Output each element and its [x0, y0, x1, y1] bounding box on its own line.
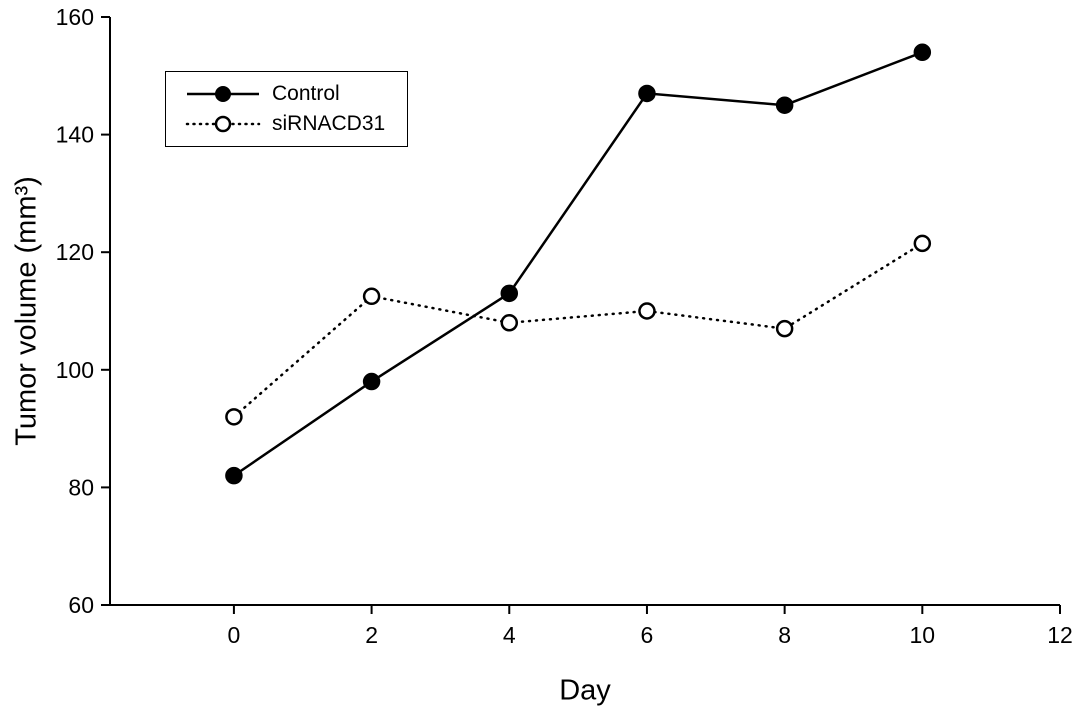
x-tick-label: 8 [778, 622, 791, 648]
x-axis-title: Day [559, 674, 611, 707]
x-tick-label: 2 [365, 622, 378, 648]
legend-label-control: Control [272, 82, 340, 105]
data-point-marker-control [775, 96, 794, 114]
x-tick-label: 6 [641, 622, 654, 648]
legend-item-control: Control [184, 82, 407, 106]
y-tick-label: 60 [68, 592, 94, 618]
y-tick-label: 140 [56, 122, 94, 148]
x-tick-label: 4 [503, 622, 516, 648]
x-tick-label: 12 [1047, 622, 1073, 648]
y-tick-label: 160 [56, 4, 94, 30]
data-point-marker-sirnacd31 [362, 287, 381, 306]
series-line-control [233, 51, 923, 477]
data-point-marker-control [638, 84, 656, 103]
x-tick-label: 0 [228, 622, 241, 648]
legend: Control siRNACD31 [165, 71, 408, 147]
data-point-marker-control [913, 43, 932, 62]
sirnacd31-line-marker-icon [185, 115, 261, 133]
control-line-marker-icon [187, 86, 259, 102]
data-point-marker-sirnacd31 [775, 319, 794, 338]
legend-item-sirnacd31: siRNACD31 [184, 112, 407, 136]
data-point-marker-control [500, 284, 519, 303]
series-line-sirnacd31 [232, 242, 924, 419]
data-point-marker-sirnacd31 [500, 314, 519, 332]
y-axis-title: Tumor volume (mm³) [10, 176, 43, 446]
data-point-marker-control [225, 466, 243, 485]
y-tick-label: 120 [56, 239, 94, 265]
y-tick-label: 100 [56, 357, 94, 383]
data-point-marker-sirnacd31 [638, 302, 656, 320]
data-point-marker-sirnacd31 [913, 234, 932, 253]
data-point-marker-control [362, 372, 381, 391]
x-tick-label: 10 [910, 622, 936, 648]
data-point-marker-sirnacd31 [225, 408, 243, 426]
y-tick-label: 80 [68, 474, 94, 500]
legend-label-sirnacd31: siRNACD31 [272, 112, 386, 135]
